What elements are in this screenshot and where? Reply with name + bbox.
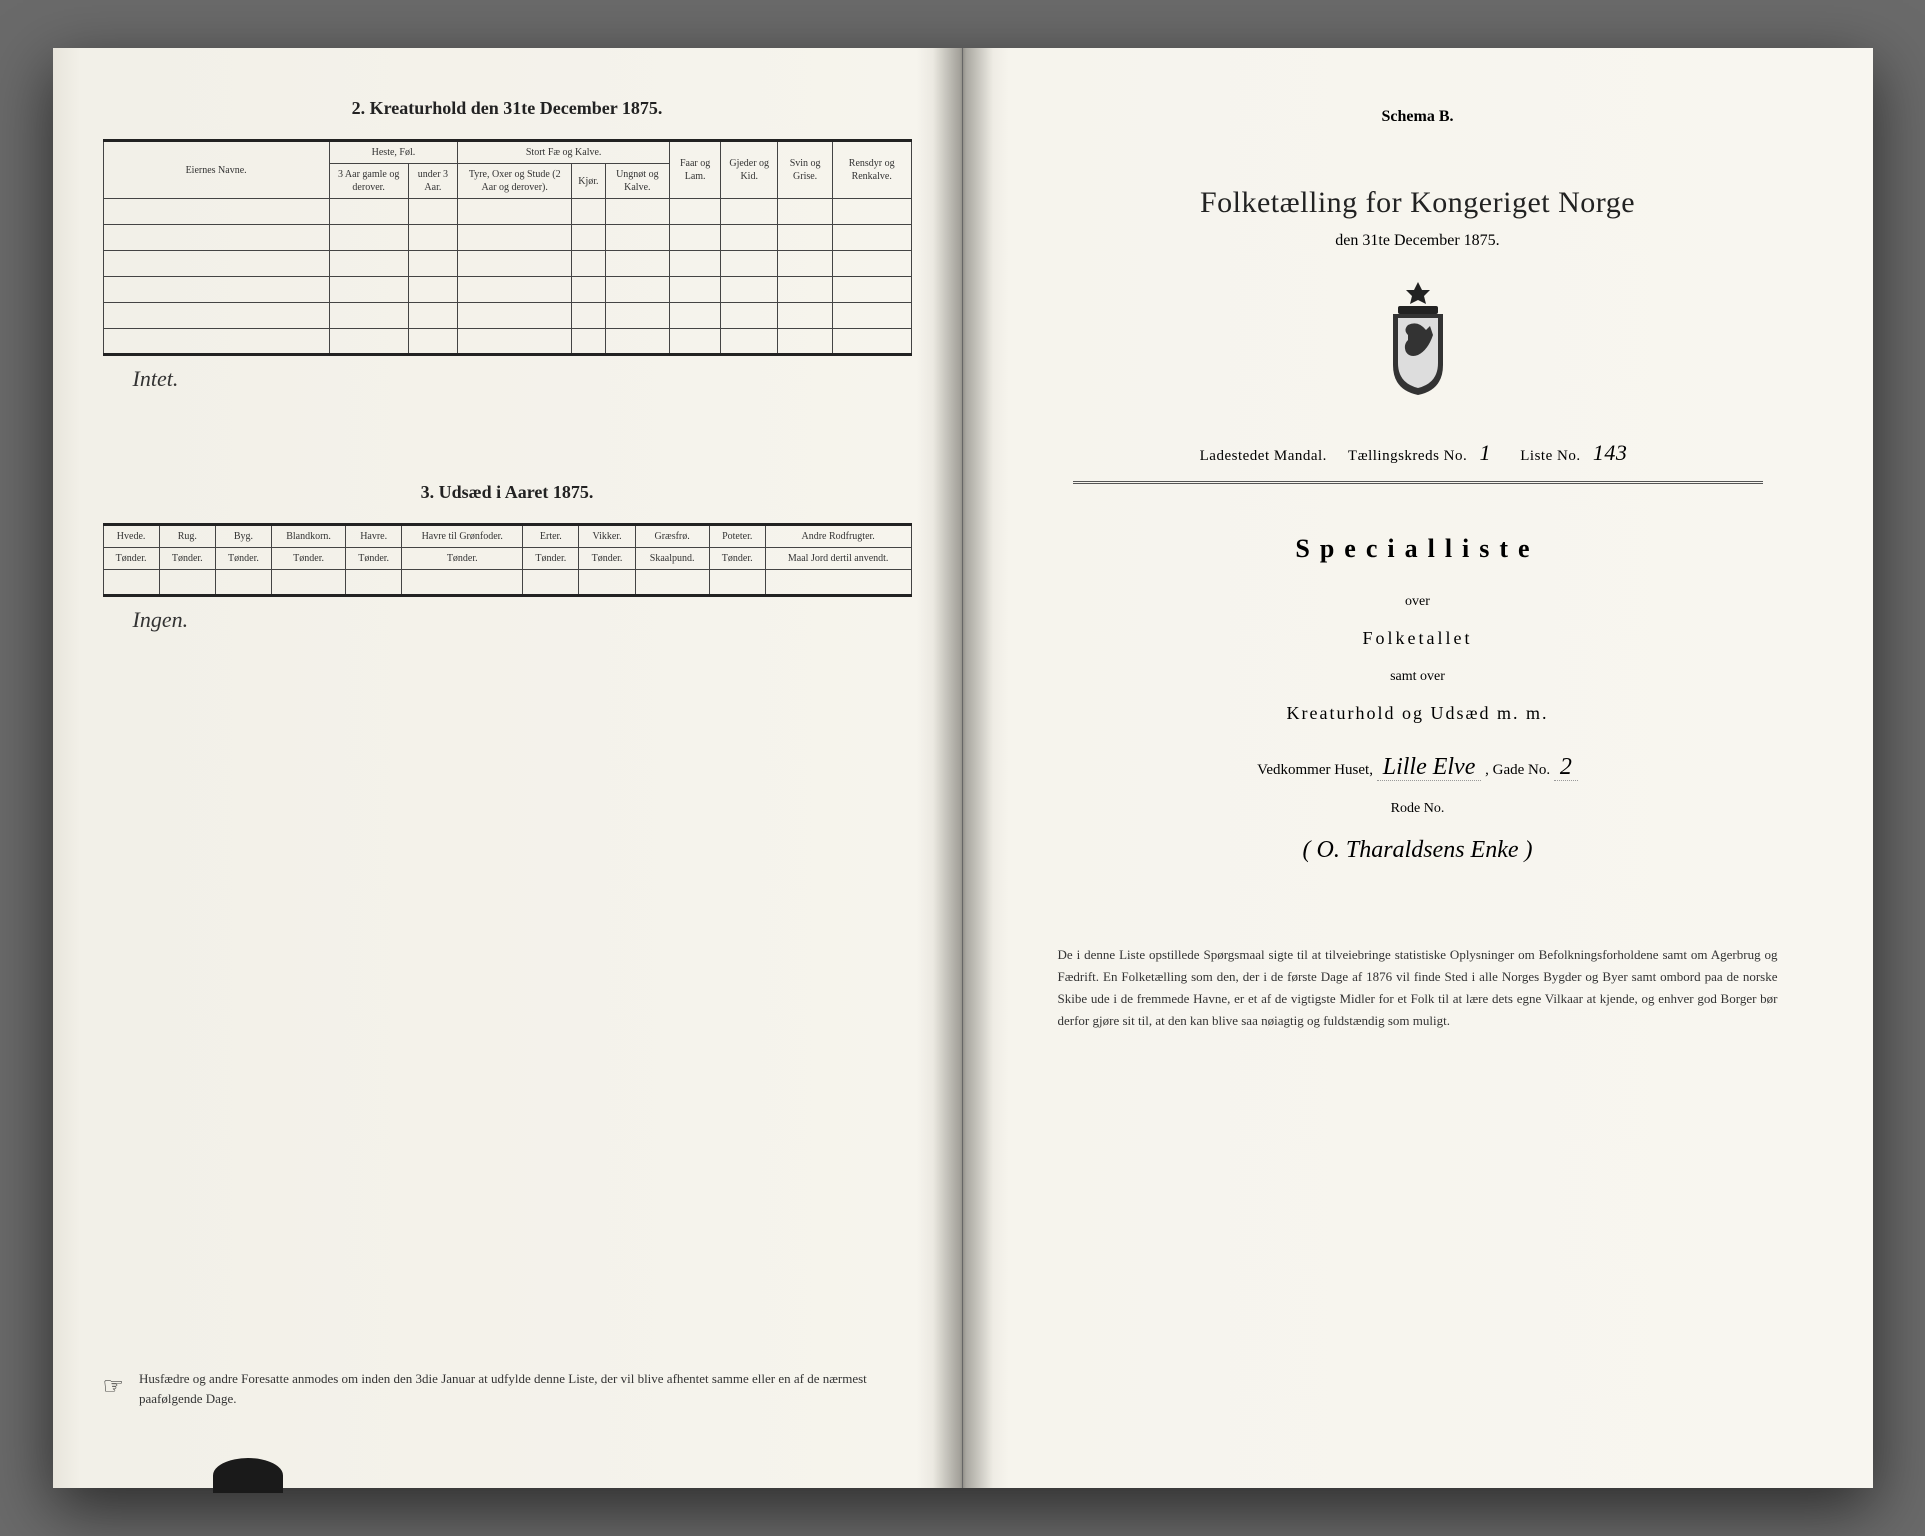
t3-col-unit: Tønder. — [272, 548, 346, 570]
t3-col-unit: Maal Jord dertil anvendt. — [765, 548, 911, 570]
bottom-paragraph: De i denne Liste opstillede Spørgsmaal s… — [1058, 944, 1778, 1032]
section2-handwritten: Intet. — [103, 366, 912, 392]
t3-col-unit: Tønder. — [346, 548, 402, 570]
t3-col-header: Andre Rodfrugter. — [765, 525, 911, 548]
t3-cell — [635, 570, 709, 596]
binder-clip — [213, 1458, 283, 1493]
book-spread: 2. Kreaturhold den 31te December 1875. E… — [53, 48, 1873, 1488]
over-label: over — [1013, 594, 1823, 610]
t3-col-unit: Tønder. — [215, 548, 271, 570]
house-label: Vedkommer Huset, — [1257, 762, 1373, 778]
col-horses-young: under 3 Aar. — [408, 164, 458, 199]
section2-title: 2. Kreaturhold den 31te December 1875. — [103, 98, 912, 119]
t3-cell — [402, 570, 523, 596]
t3-col-unit: Tønder. — [402, 548, 523, 570]
samt-over-label: samt over — [1013, 669, 1823, 685]
t3-col-header: Havre til Grønfoder. — [402, 525, 523, 548]
footnote-text: Husfædre og andre Foresatte anmodes om i… — [139, 1369, 911, 1408]
udsaed-table: Hvede.Rug.Byg.Blandkorn.Havre.Havre til … — [103, 523, 912, 597]
col-sheep: Faar og Lam. — [670, 141, 721, 199]
kreds-value: 1 — [1472, 440, 1500, 465]
house-line: Vedkommer Huset, Lille Elve , Gade No. 2 — [1013, 754, 1823, 781]
col-cattle-cows: Kjør. — [572, 164, 605, 199]
kreatur-table: Eiernes Navne. Heste, Føl. Stort Fæ og K… — [103, 139, 912, 356]
t3-cell — [346, 570, 402, 596]
liste-value: 143 — [1585, 440, 1636, 465]
t3-cell — [103, 570, 159, 596]
t3-cell — [523, 570, 579, 596]
house-name: Lille Elve — [1377, 754, 1482, 781]
left-page: 2. Kreaturhold den 31te December 1875. E… — [53, 48, 963, 1488]
col-horses-group: Heste, Føl. — [329, 141, 457, 164]
col-cattle-bulls: Tyre, Oxer og Stude (2 Aar og derover). — [458, 164, 572, 199]
right-page: Schema B. Folketælling for Kongeriget No… — [963, 48, 1873, 1488]
schema-label: Schema B. — [1013, 108, 1823, 126]
rode-line: Rode No. — [1013, 801, 1823, 817]
specialliste-heading: Specialliste — [1013, 534, 1823, 564]
kreatur-line: Kreaturhold og Udsæd m. m. — [1013, 703, 1823, 724]
kreds-label: Tællingskreds No. — [1348, 448, 1467, 464]
gade-label: , Gade No. — [1485, 762, 1550, 778]
t3-cell — [579, 570, 635, 596]
pointing-hand-icon: ☞ — [103, 1369, 125, 1408]
col-horses-old: 3 Aar gamle og derover. — [329, 164, 408, 199]
gade-value: 2 — [1554, 754, 1578, 781]
t3-col-unit: Tønder. — [579, 548, 635, 570]
section3-handwritten: Ingen. — [103, 607, 912, 633]
t3-col-header: Byg. — [215, 525, 271, 548]
t3-col-header: Poteter. — [709, 525, 765, 548]
col-owner: Eiernes Navne. — [103, 141, 329, 199]
t3-cell — [159, 570, 215, 596]
t3-cell — [709, 570, 765, 596]
t3-col-unit: Tønder. — [709, 548, 765, 570]
col-reindeer: Rensdyr og Renkalve. — [832, 141, 911, 199]
col-goats: Gjeder og Kid. — [721, 141, 778, 199]
t3-col-unit: Tønder. — [159, 548, 215, 570]
left-footnote: ☞ Husfædre og andre Foresatte anmodes om… — [103, 1369, 912, 1408]
t3-col-unit: Tønder. — [523, 548, 579, 570]
col-pigs: Svin og Grise. — [778, 141, 833, 199]
t3-col-header: Havre. — [346, 525, 402, 548]
col-cattle-young: Ungnøt og Kalve. — [605, 164, 670, 199]
t3-cell — [215, 570, 271, 596]
t3-col-header: Blandkorn. — [272, 525, 346, 548]
t3-col-unit: Tønder. — [103, 548, 159, 570]
t3-col-header: Vikker. — [579, 525, 635, 548]
t3-col-header: Rug. — [159, 525, 215, 548]
t3-col-header: Erter. — [523, 525, 579, 548]
sub-date: den 31te December 1875. — [1013, 232, 1823, 250]
owner-handwritten: ( O. Tharaldsens Enke ) — [1013, 837, 1823, 864]
t3-col-header: Græsfrø. — [635, 525, 709, 548]
t3-col-unit: Skaalpund. — [635, 548, 709, 570]
t3-cell — [272, 570, 346, 596]
t3-cell — [765, 570, 911, 596]
col-cattle-group: Stort Fæ og Kalve. — [458, 141, 670, 164]
t3-col-header: Hvede. — [103, 525, 159, 548]
section3-title: 3. Udsæd i Aaret 1875. — [103, 482, 912, 503]
divider-rule — [1073, 481, 1763, 484]
liste-label: Liste No. — [1520, 448, 1580, 464]
place-label: Ladestedet Mandal. — [1200, 448, 1327, 464]
folketallet-line: Folketallet — [1013, 628, 1823, 649]
district-line: Ladestedet Mandal. Tællingskreds No. 1 L… — [1013, 440, 1823, 466]
crest-icon — [1368, 280, 1468, 400]
main-title: Folketælling for Kongeriget Norge — [1013, 186, 1823, 220]
